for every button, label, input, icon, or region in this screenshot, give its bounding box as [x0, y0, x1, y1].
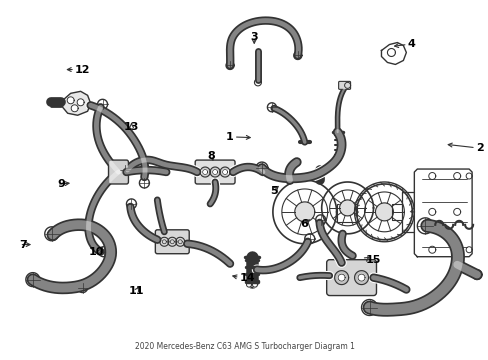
Polygon shape: [428, 172, 435, 180]
Text: 6: 6: [299, 219, 307, 229]
Polygon shape: [62, 91, 90, 115]
Polygon shape: [68, 222, 73, 227]
Text: 4: 4: [407, 40, 415, 49]
Polygon shape: [356, 184, 411, 240]
Polygon shape: [175, 237, 184, 246]
Text: 2: 2: [475, 143, 483, 153]
Polygon shape: [453, 246, 460, 253]
Polygon shape: [220, 167, 229, 177]
Polygon shape: [162, 240, 166, 244]
FancyBboxPatch shape: [108, 160, 128, 184]
FancyBboxPatch shape: [326, 260, 376, 296]
Text: 5: 5: [269, 186, 277, 196]
FancyBboxPatch shape: [195, 160, 235, 184]
Text: 10: 10: [88, 247, 103, 257]
Polygon shape: [471, 270, 481, 280]
FancyBboxPatch shape: [155, 230, 189, 254]
Polygon shape: [170, 240, 174, 244]
Polygon shape: [453, 172, 460, 180]
Polygon shape: [386, 49, 395, 57]
Polygon shape: [93, 227, 98, 232]
Polygon shape: [294, 202, 314, 222]
Polygon shape: [357, 274, 364, 281]
Polygon shape: [465, 173, 471, 179]
Polygon shape: [381, 42, 406, 64]
Polygon shape: [354, 271, 368, 285]
Polygon shape: [212, 170, 217, 175]
Polygon shape: [254, 79, 261, 86]
Polygon shape: [210, 167, 220, 177]
Polygon shape: [77, 99, 84, 106]
Polygon shape: [334, 271, 348, 285]
Text: 3: 3: [250, 32, 258, 41]
Polygon shape: [344, 82, 350, 88]
Text: 14: 14: [239, 273, 255, 283]
Polygon shape: [246, 282, 251, 287]
Text: 2020 Mercedes-Benz C63 AMG S Turbocharger Diagram 1: 2020 Mercedes-Benz C63 AMG S Turbocharge…: [134, 342, 354, 351]
Polygon shape: [337, 274, 345, 281]
FancyBboxPatch shape: [338, 81, 350, 89]
Polygon shape: [167, 237, 176, 246]
Polygon shape: [252, 282, 257, 287]
Polygon shape: [67, 97, 74, 104]
Text: 13: 13: [123, 122, 139, 132]
Polygon shape: [375, 203, 393, 221]
Text: 7: 7: [20, 239, 27, 249]
Polygon shape: [428, 246, 435, 253]
Text: 11: 11: [128, 286, 144, 296]
Text: 1: 1: [225, 132, 233, 142]
Polygon shape: [160, 237, 168, 246]
Text: 15: 15: [365, 255, 380, 265]
Polygon shape: [336, 204, 356, 222]
Polygon shape: [222, 170, 227, 175]
Text: 12: 12: [75, 64, 90, 75]
Polygon shape: [321, 182, 373, 234]
Polygon shape: [178, 240, 182, 244]
Polygon shape: [339, 200, 355, 216]
Polygon shape: [71, 105, 78, 112]
Polygon shape: [272, 180, 336, 244]
Polygon shape: [202, 170, 207, 175]
Polygon shape: [453, 208, 460, 215]
Polygon shape: [200, 167, 210, 177]
Text: 8: 8: [207, 150, 215, 161]
Polygon shape: [413, 169, 471, 257]
Polygon shape: [465, 247, 471, 253]
Text: 9: 9: [57, 179, 65, 189]
Polygon shape: [428, 208, 435, 215]
